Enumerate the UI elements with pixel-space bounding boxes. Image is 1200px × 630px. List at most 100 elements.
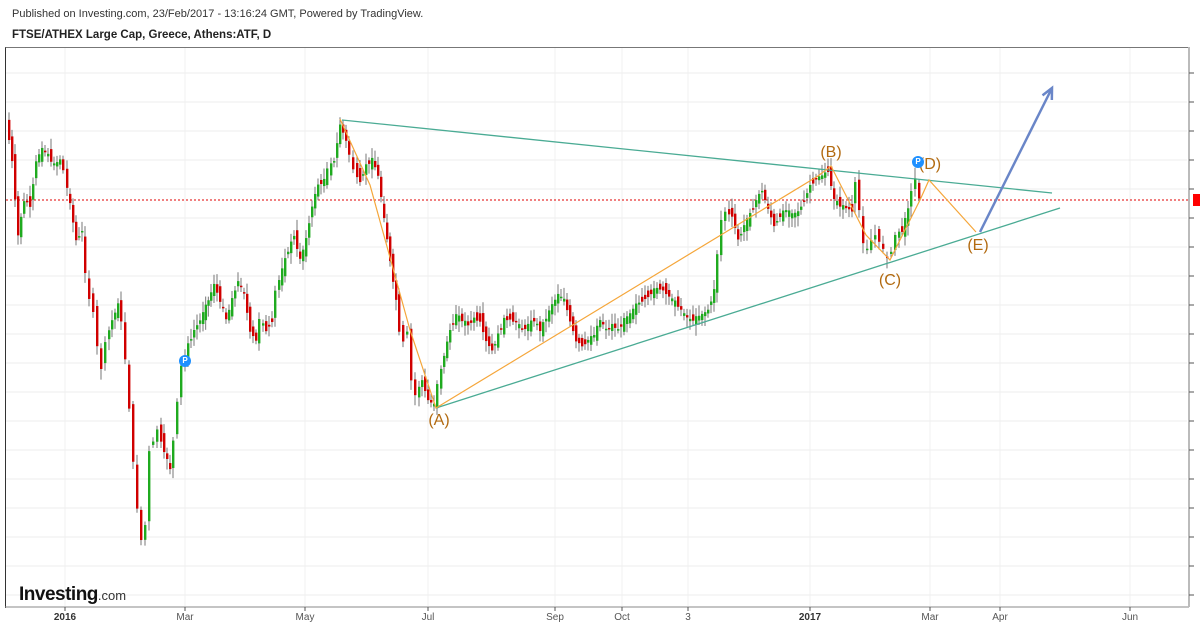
candle-body [240, 285, 243, 288]
candle-body [689, 318, 692, 322]
candle-body [707, 309, 710, 314]
candle-body [274, 290, 277, 318]
candle-body [26, 200, 29, 203]
candle-body [635, 303, 638, 315]
candle-body [818, 176, 821, 181]
candle-body [491, 343, 494, 351]
candle-body [599, 320, 602, 328]
candle-body [377, 164, 380, 176]
candle-body [608, 327, 611, 330]
candle-body [452, 323, 455, 325]
candle-body [752, 208, 755, 210]
candle-body [11, 136, 14, 162]
candle-body [536, 323, 539, 326]
wave-label: (C) [878, 272, 902, 289]
candle-body [587, 339, 590, 343]
candle-body [108, 330, 111, 340]
candle-body [898, 231, 901, 238]
candle-body [836, 200, 839, 206]
candle-body [858, 179, 861, 211]
candle-body [32, 184, 35, 200]
candle-body [743, 225, 746, 233]
candle-body [575, 325, 578, 342]
candle-body [794, 212, 797, 218]
candle-body [901, 226, 904, 232]
lower-trendline [435, 207, 1061, 409]
pivot-marker-icon[interactable]: P [912, 156, 924, 168]
candle-body [213, 283, 216, 297]
logo-suffix: .com [97, 588, 127, 603]
candle-body [882, 243, 885, 249]
candle-body [848, 206, 851, 210]
candle-body [234, 290, 237, 299]
candle-body [500, 328, 503, 330]
candle-body [47, 153, 50, 157]
logo-text: Investing [19, 584, 98, 605]
candle-body [878, 229, 881, 242]
candle-body [479, 313, 482, 322]
candle-body [665, 283, 668, 295]
candle-body [746, 218, 749, 232]
candle-body [359, 168, 362, 183]
candle-body [262, 323, 265, 326]
candle-body [455, 314, 458, 326]
candle-body [680, 306, 683, 310]
candle-body [410, 328, 413, 381]
candle-body [339, 124, 342, 145]
candle-body [202, 312, 205, 325]
candle-body [255, 332, 258, 341]
candle-body [193, 330, 196, 338]
candle-body [749, 213, 752, 227]
candle-body [368, 160, 371, 164]
candle-body [545, 318, 548, 322]
candle-body [305, 238, 308, 257]
candle-body [172, 440, 175, 469]
candle-body [78, 236, 81, 238]
candle-body [287, 251, 290, 255]
candle-body [380, 176, 383, 197]
candle-body [53, 163, 56, 166]
candle-body [72, 204, 75, 223]
wave-label: (E) [967, 237, 989, 254]
candle-body [569, 305, 572, 322]
candle-body [614, 323, 617, 328]
candle-body [352, 157, 355, 170]
investing-logo[interactable]: Investing.com [19, 584, 126, 606]
candle-body [371, 157, 374, 170]
candle-body [424, 376, 427, 392]
candle-body [874, 235, 877, 240]
candle-body [692, 314, 695, 321]
candle-body [199, 320, 202, 324]
candle-body [761, 190, 764, 193]
candle-body [88, 278, 91, 299]
candle-body [386, 222, 389, 240]
elliott-wave-path [339, 118, 977, 409]
candle-body [92, 293, 95, 312]
candle-body [518, 324, 521, 329]
candle-body [827, 166, 830, 172]
candle-body [870, 239, 873, 251]
candle-body [611, 323, 614, 332]
candle-body [249, 306, 252, 332]
candle-body [17, 196, 20, 236]
candle-body [66, 168, 69, 188]
candle-body [686, 315, 689, 318]
candle-body [830, 166, 833, 187]
candle-body [395, 280, 398, 300]
candle-body [117, 303, 120, 319]
x-tick-label: May [295, 612, 315, 623]
candle-body [548, 310, 551, 322]
candle-body [788, 210, 791, 217]
published-caption: Published on Investing.com, 23/Feb/2017 … [12, 8, 424, 20]
candle-body [176, 401, 179, 435]
chart-title: FTSE/ATHEX Large Cap, Greece, Athens:ATF… [12, 29, 272, 41]
candle-body [35, 161, 38, 179]
candle-body [414, 379, 417, 396]
candle-body [910, 191, 913, 207]
candle-body [866, 248, 869, 251]
candle-body [785, 210, 788, 213]
candle-body [246, 293, 249, 313]
pivot-marker-icon[interactable]: P [179, 355, 191, 367]
candle-body [494, 344, 497, 346]
